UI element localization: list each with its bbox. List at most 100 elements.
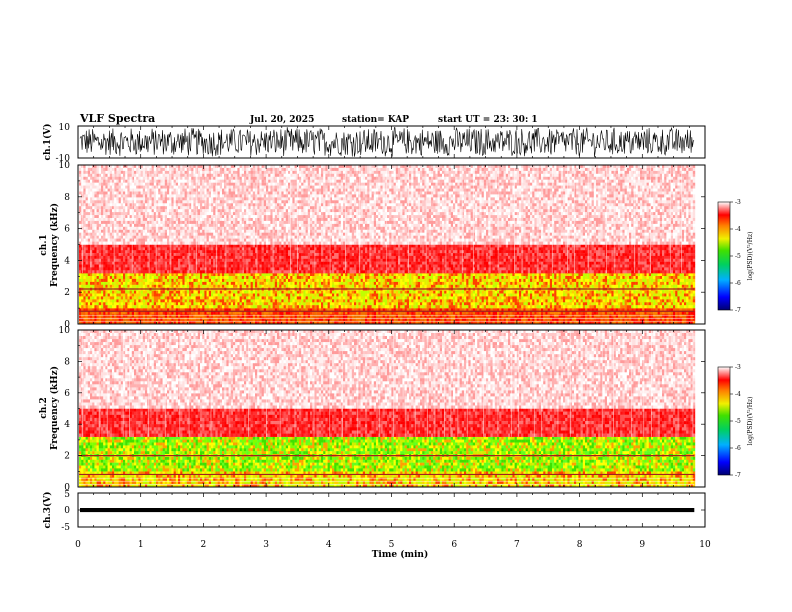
spectrogram-cell — [570, 318, 572, 321]
spectrogram-cell — [167, 318, 169, 321]
spectrogram-cell — [90, 318, 92, 321]
spectrogram-cell — [103, 318, 105, 321]
spectrogram-cell — [519, 318, 521, 321]
spectrogram-cell — [94, 318, 96, 321]
spectrogram-cell — [354, 318, 356, 321]
spectrogram-cell — [508, 318, 510, 321]
spectrogram-cell — [290, 318, 292, 321]
spectrogram-cell — [193, 318, 195, 321]
spectrogram-cell — [486, 318, 488, 321]
spectrogram-cell — [651, 318, 653, 321]
spectrogram-cell — [224, 318, 226, 321]
spectrogram-cell — [211, 318, 213, 321]
spectrogram-cell — [581, 318, 583, 321]
spectrogram-cell — [99, 318, 101, 321]
spectrogram-cell — [97, 273, 99, 276]
spectrogram-cell — [493, 318, 495, 321]
spectrogram-cell — [121, 273, 123, 276]
spectrogram-cell — [479, 318, 481, 321]
spectrogram-cell — [121, 318, 123, 321]
spectrogram-cell — [407, 318, 409, 321]
spectrogram-cell — [163, 273, 165, 276]
spectrogram-cell — [237, 273, 239, 276]
spectrogram-cell — [270, 273, 272, 276]
spectrogram-cell — [306, 318, 308, 321]
spectrogram-cell — [198, 318, 200, 321]
spectrogram-cell — [556, 318, 558, 321]
spectrogram-cell — [625, 318, 627, 321]
spectrogram-cell — [684, 318, 686, 321]
spectrogram-cell — [424, 318, 426, 321]
spectrogram-cell — [156, 273, 158, 276]
spectrogram-cell — [385, 318, 387, 321]
spectrogram-cell — [418, 318, 420, 321]
vlf-spectra-figure: VLF Spectra Jul. 20, 2025 station= KAP s… — [0, 0, 792, 612]
spectrogram-cell — [222, 318, 224, 321]
spectrogram-cell — [574, 318, 576, 321]
spectrogram-cell — [83, 318, 85, 321]
spectrogram-cell — [427, 273, 429, 276]
spectrogram-cell — [402, 318, 404, 321]
spectrogram-cell — [189, 273, 191, 276]
spectrogram-cell — [343, 273, 345, 276]
spectrogram-cell — [422, 318, 424, 321]
spectrogram-cell — [187, 318, 189, 321]
spectrogram-cell — [374, 273, 376, 276]
spectrogram-cell — [86, 318, 88, 321]
spectrogram-cell — [347, 273, 349, 276]
spectrogram-cell — [299, 273, 301, 276]
spectrogram-cell — [603, 318, 605, 321]
spectrogram-cell — [211, 273, 213, 276]
spectrogram-cell — [220, 318, 222, 321]
spectrogram-cell — [442, 318, 444, 321]
spectrogram-cell — [693, 318, 695, 321]
spectrogram-cell — [196, 273, 198, 276]
spectrogram-cell — [409, 318, 411, 321]
spectrogram-cell — [376, 318, 378, 321]
spectrogram-cell — [295, 273, 297, 276]
spectrogram-cell — [88, 273, 90, 276]
spectrogram-cell — [292, 318, 294, 321]
spectrogram-cell — [233, 318, 235, 321]
spectrogram-cell — [136, 318, 138, 321]
spectrogram-cell — [248, 318, 250, 321]
spectrogram-cell — [281, 273, 283, 276]
spectrogram-cell — [231, 273, 233, 276]
spectrogram-cell — [145, 273, 147, 276]
spectrogram-cell — [367, 318, 369, 321]
spectrogram-cell — [576, 318, 578, 321]
spectrogram-cell — [614, 318, 616, 321]
spectrogram-cell — [160, 318, 162, 321]
spectrogram-cell — [618, 318, 620, 321]
spectrogram-cell — [306, 273, 308, 276]
spectrogram-cell — [114, 273, 116, 276]
spectrogram-cell — [433, 318, 435, 321]
spectrogram-cell — [323, 273, 325, 276]
spectrogram-cell — [130, 318, 132, 321]
spectrogram-cell — [143, 273, 145, 276]
spectrogram-cell — [253, 318, 255, 321]
spectrogram-cell — [196, 318, 198, 321]
spectrogram-cell — [207, 318, 209, 321]
spectrogram-cell — [391, 273, 393, 276]
spectrogram-cell — [616, 318, 618, 321]
spectrogram-cell — [209, 318, 211, 321]
spectrogram-cell — [268, 318, 270, 321]
spectrogram-cell — [116, 318, 118, 321]
spectrogram-cell — [673, 318, 675, 321]
spectrogram-cell — [537, 318, 539, 321]
date-label: Jul. 20, 2025 — [249, 115, 314, 125]
spectrogram-cell — [649, 318, 651, 321]
spectrogram-cell — [176, 273, 178, 276]
spectrogram-cell — [435, 273, 437, 276]
spectrogram-cell — [189, 318, 191, 321]
spectrogram-cell — [193, 273, 195, 276]
spectrogram-cell — [284, 318, 286, 321]
spectrogram-cell — [550, 318, 552, 321]
spectrogram-cell — [308, 273, 310, 276]
spectrogram-cell — [323, 318, 325, 321]
spectrogram-cell — [145, 318, 147, 321]
spectrogram-cell — [647, 318, 649, 321]
spectrogram-cell — [103, 273, 105, 276]
spectrogram-cell — [363, 273, 365, 276]
